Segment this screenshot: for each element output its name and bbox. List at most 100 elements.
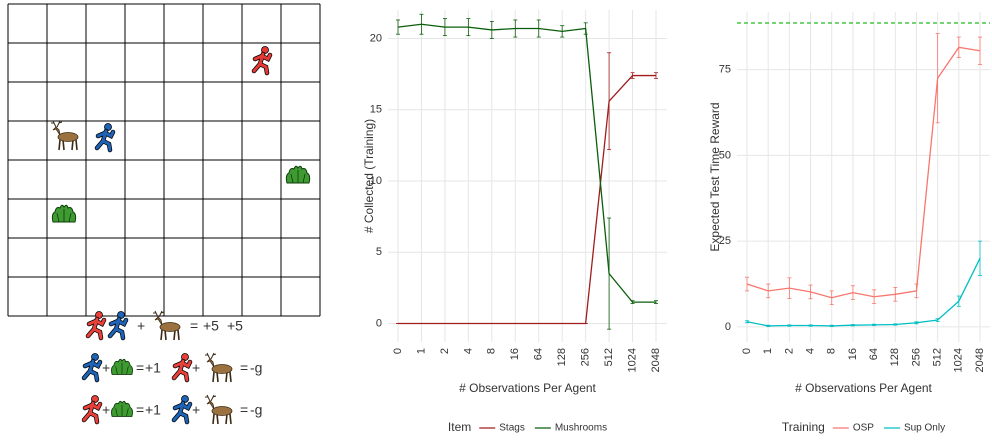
mushroom-icon bbox=[111, 358, 133, 375]
error-bar bbox=[766, 324, 771, 327]
body bbox=[211, 364, 233, 374]
error-bar bbox=[766, 283, 771, 299]
error-bar bbox=[583, 22, 588, 35]
rule-equals: = bbox=[240, 402, 248, 418]
grid-world bbox=[7, 3, 321, 317]
error-bar bbox=[956, 36, 961, 59]
y-axis-title: # Collected (Training) bbox=[362, 119, 376, 233]
body bbox=[159, 322, 181, 332]
x-tick-label: 512 bbox=[932, 348, 944, 366]
x-tick-label: 4 bbox=[804, 348, 816, 354]
error-bar bbox=[872, 289, 877, 304]
body bbox=[252, 52, 272, 75]
x-tick-label: 128 bbox=[556, 348, 568, 366]
rule-plus: + bbox=[192, 360, 200, 376]
reward: -g bbox=[250, 360, 262, 376]
hunter-icon bbox=[94, 123, 116, 153]
rule-equals: = bbox=[240, 360, 248, 376]
error-bar bbox=[808, 284, 813, 300]
y-tick-label: 0 bbox=[725, 321, 731, 333]
x-tick-label: 64 bbox=[533, 348, 545, 360]
antlers bbox=[205, 352, 217, 360]
hunter-icon bbox=[171, 353, 193, 383]
legend-title: Item bbox=[448, 420, 471, 434]
veins bbox=[115, 404, 129, 417]
stag-icon bbox=[153, 310, 181, 341]
x-tick-label: 8 bbox=[826, 348, 838, 354]
chart: 0 5 10 15 20 0 1 2 4 8 16 64 128 256 512 1024 2048 # Coll… bbox=[362, 10, 667, 434]
mushroom-icon bbox=[51, 204, 77, 223]
chart: 0 25 50 75 0 1 2 4 8 16 64 128 256 512 1024 2048 Expecte… bbox=[708, 12, 990, 434]
x-tick-label: 1024 bbox=[953, 348, 965, 372]
antlers bbox=[205, 394, 217, 402]
y-axis-title: Expected Test Time Reward bbox=[708, 102, 722, 251]
error-bar bbox=[935, 33, 940, 124]
error-bar bbox=[745, 276, 749, 292]
rule-equals: = bbox=[136, 402, 144, 418]
y-tick-label: 0 bbox=[376, 317, 382, 329]
stag-icon bbox=[205, 352, 233, 383]
hunter-icon bbox=[107, 311, 129, 341]
x-tick-label: 2048 bbox=[974, 348, 986, 372]
body bbox=[57, 132, 79, 142]
error-bar bbox=[489, 20, 494, 39]
error-bar bbox=[654, 300, 658, 304]
x-tick-label: 1 bbox=[762, 348, 774, 354]
veins bbox=[115, 362, 129, 375]
y-tick-label: 25 bbox=[719, 235, 731, 247]
error-bar bbox=[513, 19, 518, 38]
y-tick-label: 15 bbox=[370, 104, 382, 116]
error-bar bbox=[442, 18, 447, 37]
neck bbox=[206, 400, 215, 410]
neck bbox=[206, 358, 215, 368]
legs bbox=[212, 413, 232, 425]
x-axis-title: # Observations Per Agent bbox=[795, 381, 932, 395]
legend-label: Sup Only bbox=[904, 423, 945, 434]
body bbox=[95, 129, 115, 152]
error-bar bbox=[607, 52, 612, 151]
error-bar bbox=[466, 18, 471, 37]
hunter-icon bbox=[85, 311, 107, 341]
error-bar bbox=[630, 72, 635, 79]
reward: +1 bbox=[145, 360, 161, 376]
data-line bbox=[397, 23, 656, 303]
body bbox=[82, 401, 102, 424]
rule-plus: + bbox=[102, 360, 110, 376]
x-tick-label: 256 bbox=[580, 348, 592, 366]
legs bbox=[212, 371, 232, 383]
error-bar bbox=[630, 300, 635, 304]
error-bar bbox=[808, 324, 813, 327]
body bbox=[86, 317, 106, 340]
y-tick-label: 10 bbox=[370, 175, 382, 187]
x-tick-label: 4 bbox=[462, 348, 474, 354]
x-tick-label: 2 bbox=[439, 348, 451, 354]
error-bar bbox=[787, 324, 792, 327]
error-bar bbox=[978, 36, 982, 65]
error-bar bbox=[829, 290, 834, 306]
error-bar bbox=[607, 217, 612, 330]
error-bar bbox=[560, 25, 565, 38]
legs bbox=[58, 139, 78, 151]
error-bar bbox=[654, 72, 658, 79]
error-bar bbox=[536, 19, 541, 38]
mushroom-icon bbox=[111, 400, 133, 417]
y-tick-label: 20 bbox=[370, 32, 382, 44]
error-bar bbox=[893, 323, 898, 326]
error-bar bbox=[787, 277, 792, 299]
body bbox=[172, 359, 192, 382]
error-bar bbox=[914, 321, 919, 325]
error-bar bbox=[935, 318, 940, 322]
x-tick-label: 128 bbox=[889, 348, 901, 366]
neck bbox=[52, 126, 61, 136]
y-tick-label: 50 bbox=[719, 149, 731, 161]
x-tick-label: 1 bbox=[415, 348, 427, 354]
x-axis-title: # Observations Per Agent bbox=[459, 381, 596, 395]
reward: +5 bbox=[203, 318, 219, 334]
x-tick-label: 16 bbox=[509, 348, 521, 360]
legend-title: Training bbox=[782, 420, 825, 434]
x-tick-label: 1024 bbox=[626, 348, 638, 372]
data-line bbox=[746, 46, 981, 299]
hunter-icon bbox=[171, 395, 193, 425]
veins bbox=[56, 209, 72, 223]
